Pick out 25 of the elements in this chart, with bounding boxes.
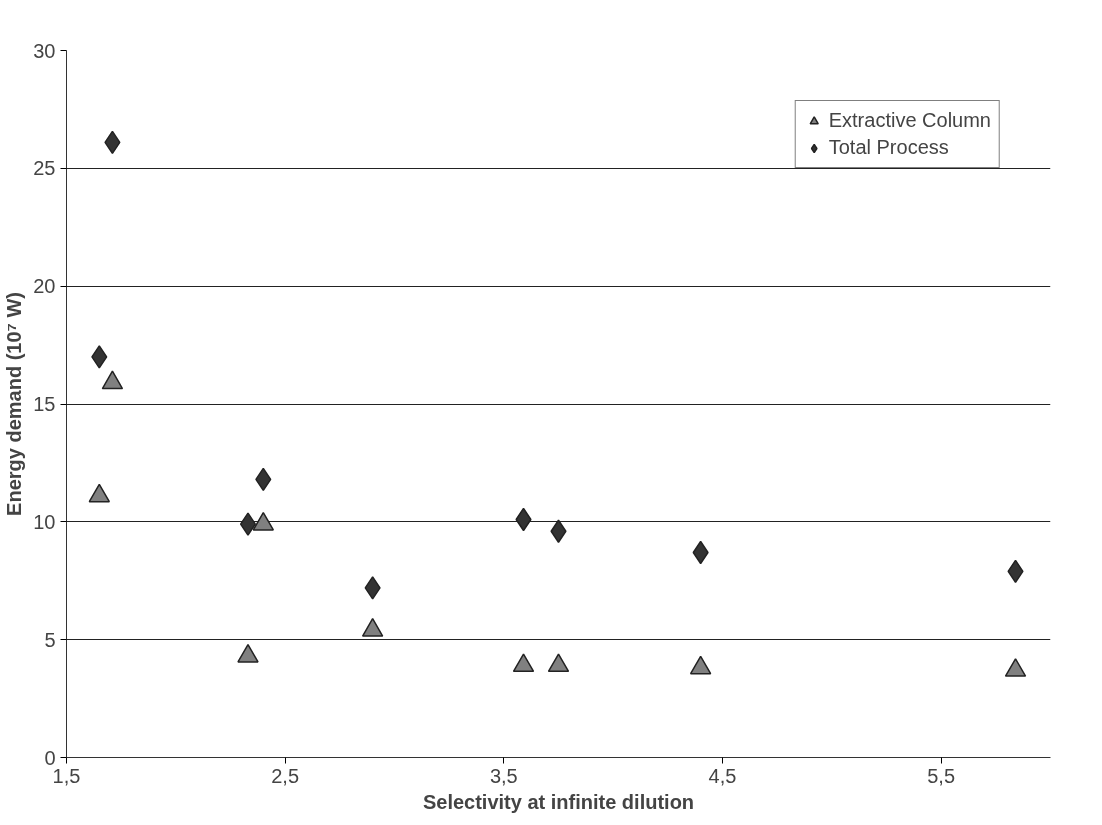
y-tick-label: 15 [33, 393, 56, 415]
x-tick-label: 2,5 [271, 764, 300, 787]
x-tick-label: 5,5 [927, 764, 956, 787]
point [91, 345, 108, 369]
y-tick-label: 30 [33, 39, 56, 62]
legend-label: Total Process [828, 136, 949, 159]
point [364, 576, 381, 600]
y-tick-label: 5 [44, 628, 56, 651]
x-axis-title: Selectivity at infinite dilution [422, 790, 695, 813]
point [88, 483, 111, 503]
point [237, 643, 259, 663]
point [512, 653, 535, 673]
point [689, 655, 712, 675]
x-tick-label: 4,5 [708, 764, 737, 787]
y-axis-title: Energy demand (10⁷ W) [3, 292, 26, 516]
y-tick-label: 10 [33, 510, 56, 533]
point [239, 512, 257, 536]
y-tick-label: 20 [33, 275, 56, 298]
x-tick-label: 3,5 [489, 764, 518, 787]
point [252, 511, 275, 531]
legend-label: Extractive Column [828, 109, 991, 132]
point [361, 617, 384, 637]
y-tick-label: 25 [33, 157, 56, 180]
point [547, 653, 570, 673]
point [1004, 658, 1027, 677]
